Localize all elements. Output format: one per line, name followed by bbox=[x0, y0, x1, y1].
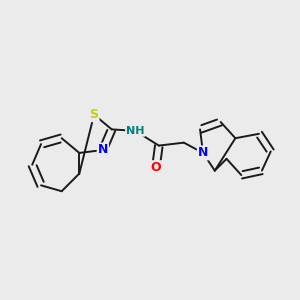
Text: N: N bbox=[198, 146, 208, 159]
Text: NH: NH bbox=[126, 126, 145, 136]
Text: S: S bbox=[90, 108, 99, 121]
Text: N: N bbox=[98, 143, 108, 157]
Text: O: O bbox=[151, 161, 161, 174]
